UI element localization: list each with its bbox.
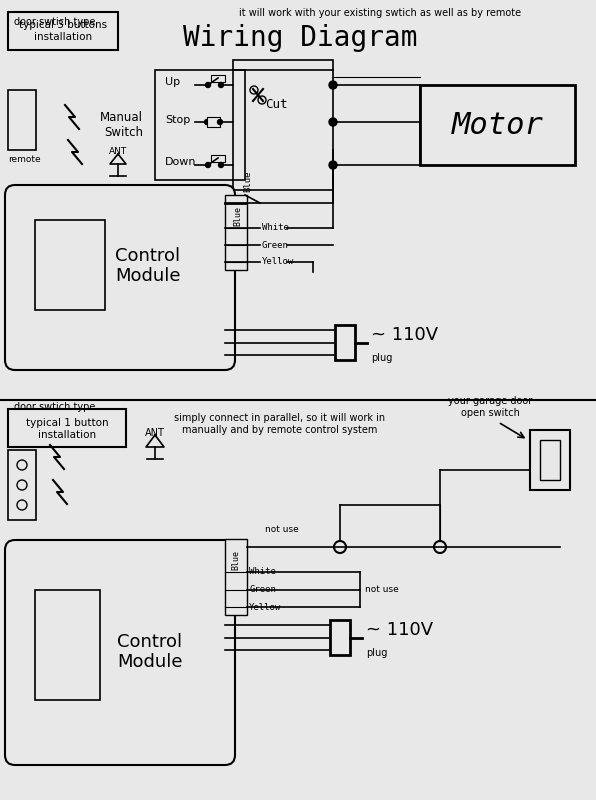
- Bar: [211, 75, 225, 82]
- Text: White: White: [249, 567, 276, 577]
- Text: remote: remote: [8, 155, 41, 164]
- Circle shape: [334, 541, 346, 553]
- Text: ANT: ANT: [109, 147, 127, 157]
- Bar: [8, 409, 126, 447]
- FancyBboxPatch shape: [5, 540, 235, 765]
- Text: Yellow: Yellow: [262, 258, 294, 266]
- Text: Motor: Motor: [452, 110, 544, 139]
- Text: Cut: Cut: [265, 98, 287, 111]
- Text: simply connect in parallel, so it will work in
manually and by remote control sy: simply connect in parallel, so it will w…: [175, 413, 386, 435]
- Text: typical 1 button
installation: typical 1 button installation: [26, 418, 108, 440]
- Circle shape: [329, 118, 337, 126]
- Text: ~ 110V: ~ 110V: [366, 621, 433, 639]
- Text: Manual
Switch: Manual Switch: [100, 111, 143, 139]
- Bar: [225, 195, 247, 270]
- Bar: [155, 70, 245, 180]
- Text: Down: Down: [165, 157, 197, 167]
- Text: it will work with your existing swtich as well as by remote: it will work with your existing swtich a…: [239, 8, 521, 18]
- Bar: [211, 155, 225, 162]
- Circle shape: [329, 81, 337, 89]
- Bar: [8, 12, 118, 50]
- Bar: [225, 539, 247, 615]
- Bar: [8, 450, 36, 520]
- Text: Blue: Blue: [231, 550, 241, 570]
- Bar: [35, 220, 105, 310]
- Bar: [0, 0, 596, 400]
- Text: your garage door
open switch: your garage door open switch: [448, 396, 532, 418]
- Text: Yellow: Yellow: [249, 602, 281, 611]
- Bar: [530, 430, 570, 490]
- Text: Control
Module: Control Module: [115, 246, 181, 286]
- Text: White: White: [262, 223, 289, 233]
- Text: not use: not use: [265, 525, 299, 534]
- Bar: [330, 620, 350, 655]
- Circle shape: [218, 119, 222, 125]
- Circle shape: [219, 82, 224, 87]
- Text: door swtich type: door swtich type: [14, 17, 96, 27]
- Text: ~ 110V: ~ 110V: [371, 326, 438, 344]
- Bar: [420, 85, 575, 165]
- Bar: [335, 325, 355, 360]
- Bar: [207, 117, 220, 127]
- Text: ANT: ANT: [145, 428, 165, 438]
- Text: Stop: Stop: [165, 115, 190, 125]
- Text: Green: Green: [249, 586, 276, 594]
- Bar: [540, 440, 560, 480]
- Text: Wiring Diagram: Wiring Diagram: [183, 24, 417, 52]
- FancyBboxPatch shape: [5, 185, 235, 370]
- Text: plug: plug: [371, 353, 392, 363]
- Text: door swtich type: door swtich type: [14, 402, 96, 412]
- Text: Control
Module: Control Module: [117, 633, 183, 671]
- Bar: [233, 60, 333, 190]
- Circle shape: [219, 162, 224, 167]
- Text: typical 3 buttons
installation: typical 3 buttons installation: [19, 20, 107, 42]
- Circle shape: [434, 541, 446, 553]
- Bar: [8, 90, 36, 150]
- Circle shape: [204, 119, 210, 125]
- Text: Blue: Blue: [244, 170, 253, 192]
- Circle shape: [206, 162, 210, 167]
- Text: Up: Up: [165, 77, 180, 87]
- Text: Blue: Blue: [234, 206, 243, 226]
- Circle shape: [206, 82, 210, 87]
- Circle shape: [329, 161, 337, 169]
- Text: Green: Green: [262, 241, 289, 250]
- Bar: [35, 590, 100, 700]
- Text: not use: not use: [365, 586, 399, 594]
- Text: plug: plug: [366, 648, 387, 658]
